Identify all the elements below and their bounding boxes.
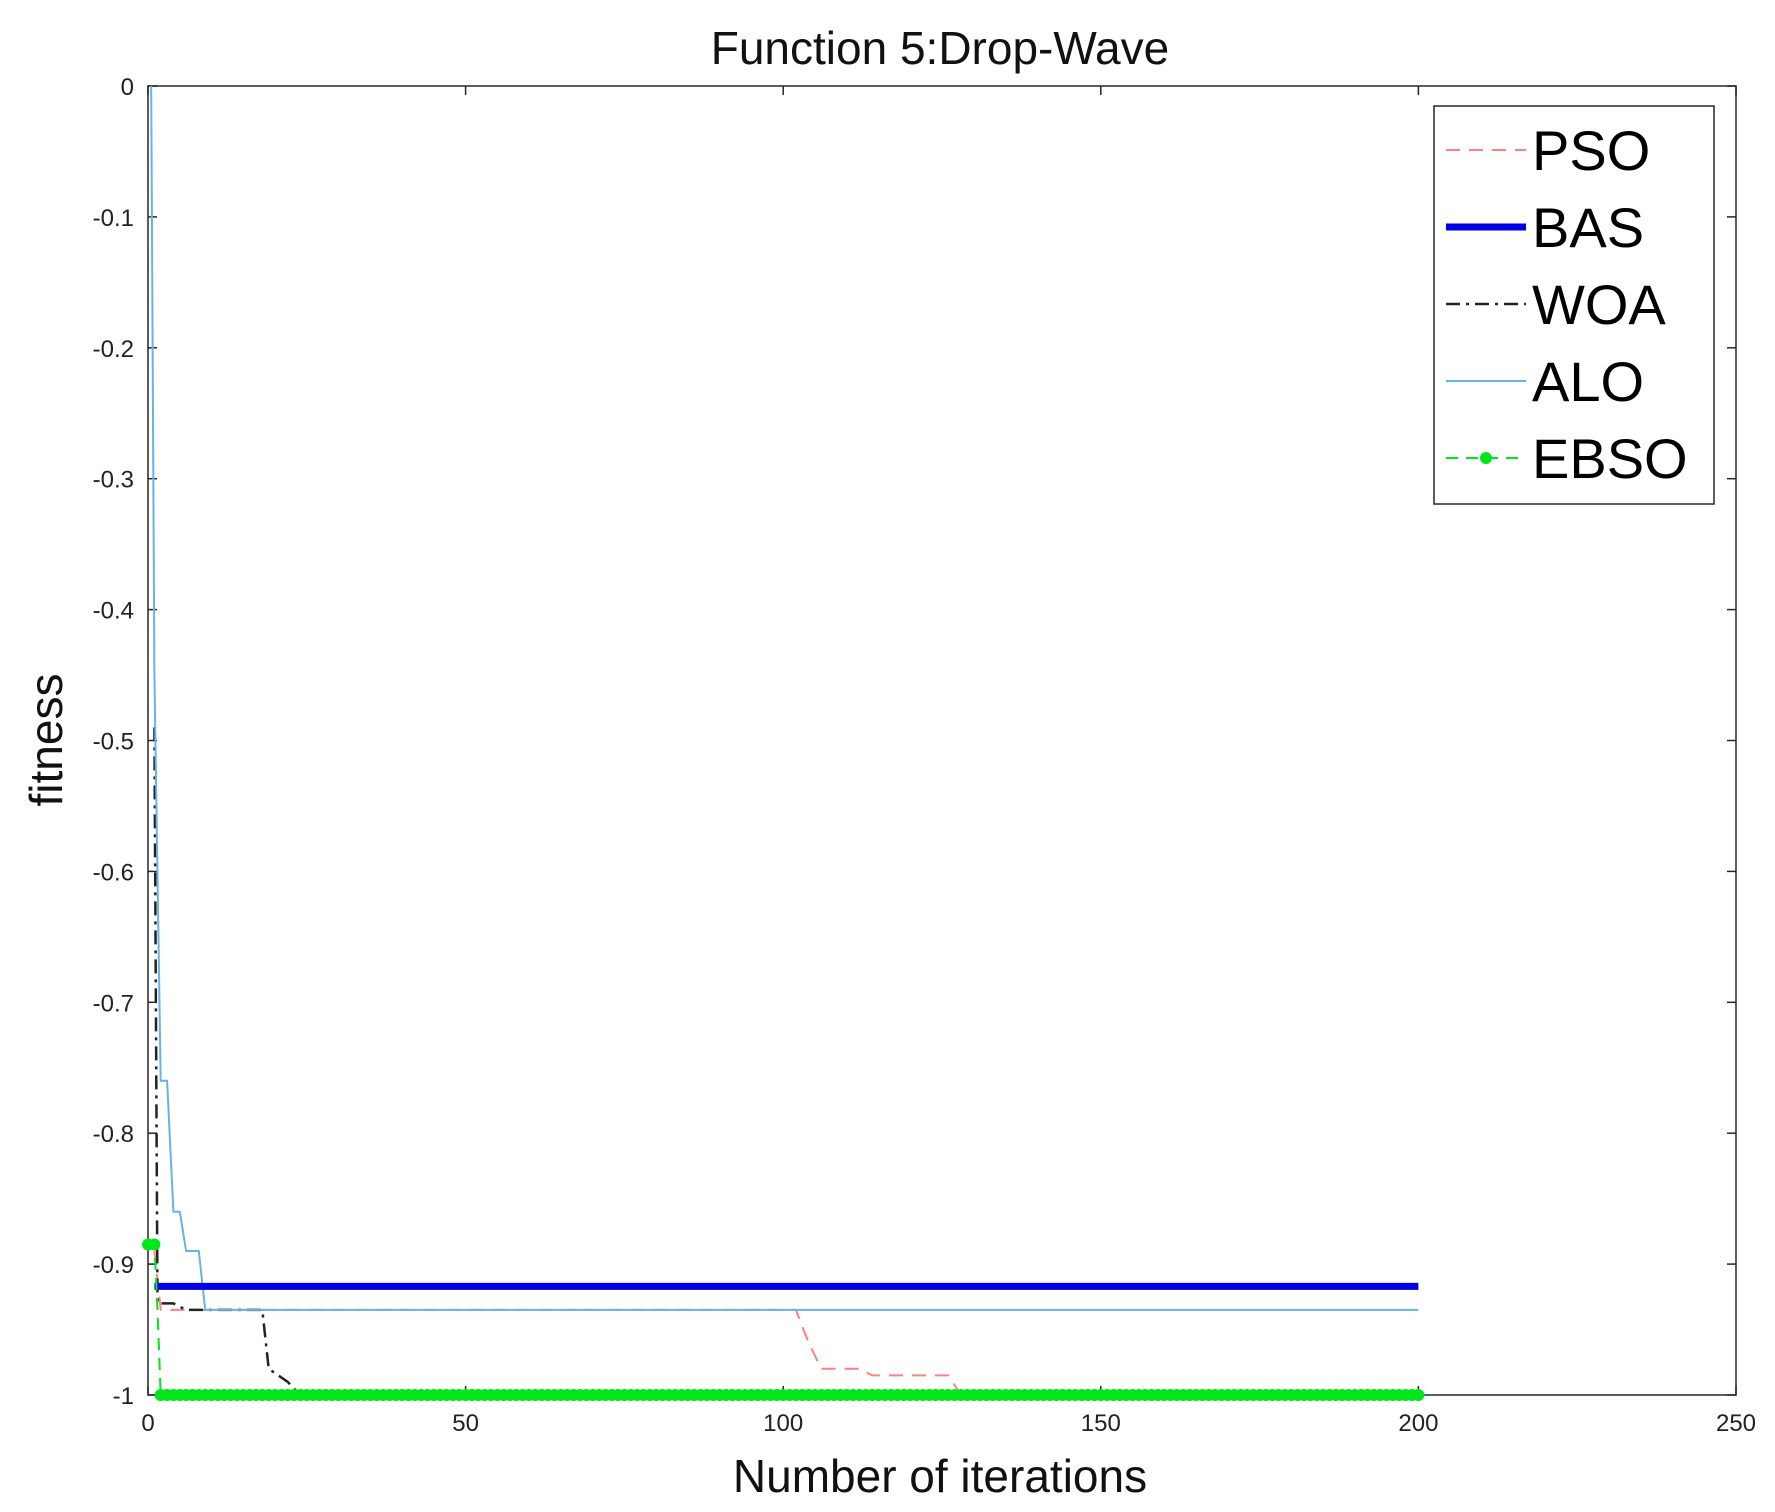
- y-tick-label: -0.7: [93, 990, 134, 1017]
- y-axis-label: fitness: [20, 674, 72, 807]
- series-marker-ebso: [148, 1238, 161, 1251]
- legend-label-woa: WOA: [1532, 273, 1666, 336]
- x-tick-label: 0: [141, 1410, 154, 1437]
- x-tick-label: 50: [452, 1410, 479, 1437]
- x-tick-label: 150: [1081, 1410, 1121, 1437]
- y-tick-label: -0.6: [93, 859, 134, 886]
- x-tick-label: 250: [1716, 1410, 1756, 1437]
- series-line-pso: [153, 1250, 1419, 1396]
- x-tick-label: 200: [1398, 1410, 1438, 1437]
- y-tick-label: -0.8: [93, 1121, 134, 1148]
- y-tick-label: -0.9: [93, 1252, 134, 1279]
- y-tick-label: -0.1: [93, 205, 134, 232]
- series-line-ebso: [148, 1243, 1419, 1396]
- x-axis-label: Number of iterations: [733, 1450, 1147, 1502]
- y-tick-label: -0.5: [93, 729, 134, 756]
- chart-title: Function 5:Drop-Wave: [711, 22, 1169, 74]
- y-tick-label: -1: [113, 1383, 134, 1410]
- legend-label-alo: ALO: [1532, 350, 1644, 413]
- series-line-woa: [153, 727, 1419, 1397]
- y-tick-label: -0.4: [93, 598, 134, 625]
- y-tick-label: -0.3: [93, 467, 134, 494]
- y-tick-label: -0.2: [93, 336, 134, 363]
- legend-label-bas: BAS: [1532, 196, 1644, 259]
- x-tick-label: 100: [763, 1410, 803, 1437]
- series-line-alo: [150, 85, 1419, 1311]
- series-lines: [142, 85, 1425, 1401]
- legend: PSO BAS WOA ALO EBSO: [1433, 105, 1715, 505]
- series-marker-ebso: [1412, 1389, 1425, 1401]
- y-tick-label: 0: [121, 74, 134, 101]
- legend-marker-ebso: [1480, 452, 1492, 464]
- series-markers-ebso: [142, 1238, 1425, 1401]
- ticks: 0 50 100 150 200 250 0 -0.1 -0.2 -0.3 -0.4 -0.5 -0.6…: [93, 74, 1756, 1437]
- legend-label-pso: PSO: [1532, 119, 1650, 182]
- legend-label-ebso: EBSO: [1532, 427, 1688, 490]
